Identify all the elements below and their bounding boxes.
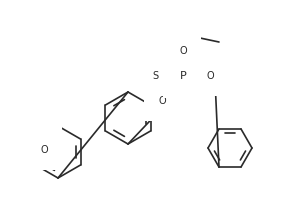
Text: O: O [158,96,166,106]
Text: P: P [179,71,186,81]
Text: O: O [26,131,34,141]
Text: O: O [40,145,48,155]
Text: O: O [206,71,214,81]
Text: O: O [179,46,187,56]
Text: S: S [152,71,158,81]
Text: N: N [40,131,48,141]
